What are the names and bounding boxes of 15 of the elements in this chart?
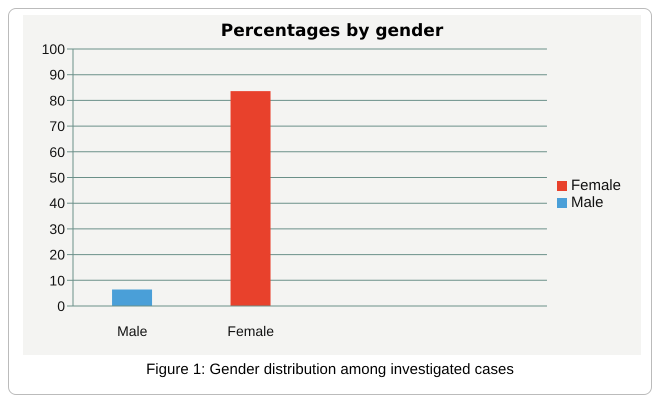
y-tick-label: 80 bbox=[49, 92, 66, 108]
legend-label: Male bbox=[570, 194, 604, 210]
caption: Figure 1: Gender distribution among investigated cases bbox=[145, 361, 515, 378]
y-tick-label: 90 bbox=[49, 66, 66, 83]
y-tick-label: 50 bbox=[49, 169, 66, 186]
y-tick-label: 40 bbox=[49, 195, 66, 212]
y-tick-label: 0 bbox=[57, 298, 66, 314]
y-tick-label: 100 bbox=[42, 40, 66, 57]
y-tick-label: 20 bbox=[49, 246, 66, 263]
y-tick-label: 30 bbox=[49, 220, 66, 237]
legend-label: Female bbox=[570, 176, 621, 194]
y-tick-label: 60 bbox=[49, 144, 66, 160]
chart-title: Percentages by gender bbox=[220, 21, 444, 41]
y-tick-label: 10 bbox=[49, 272, 66, 288]
y-tick-label: 70 bbox=[49, 118, 66, 134]
